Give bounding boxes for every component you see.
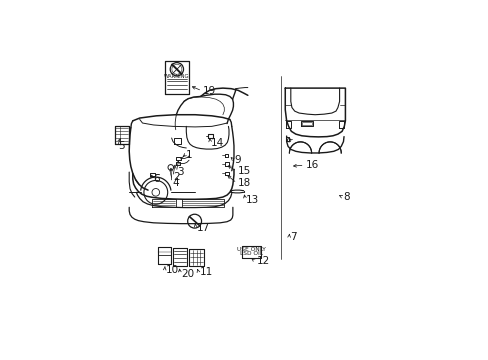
Text: 14: 14: [211, 138, 224, 148]
Text: 9: 9: [234, 155, 241, 165]
Text: 17: 17: [196, 222, 209, 233]
Text: 12: 12: [256, 256, 269, 266]
Text: 16: 16: [305, 160, 318, 170]
Text: 10: 10: [165, 265, 178, 275]
Text: 13: 13: [245, 195, 259, 205]
Text: 18: 18: [237, 178, 251, 188]
Text: WARNING: WARNING: [164, 74, 189, 79]
Text: 5: 5: [118, 141, 124, 151]
Text: 6: 6: [153, 174, 160, 184]
Text: 11: 11: [199, 267, 212, 278]
Text: 7: 7: [289, 232, 296, 242]
Text: 15: 15: [237, 166, 251, 176]
Text: LSD OIL: LSD OIL: [239, 251, 262, 256]
Text: 2: 2: [173, 172, 180, 182]
Text: USE ONLY: USE ONLY: [236, 247, 265, 252]
Text: 19: 19: [203, 86, 216, 96]
Text: 4: 4: [172, 177, 179, 188]
Text: 8: 8: [343, 192, 349, 202]
Text: 20: 20: [181, 269, 193, 279]
Text: 1: 1: [186, 150, 193, 159]
Text: 3: 3: [177, 167, 183, 177]
